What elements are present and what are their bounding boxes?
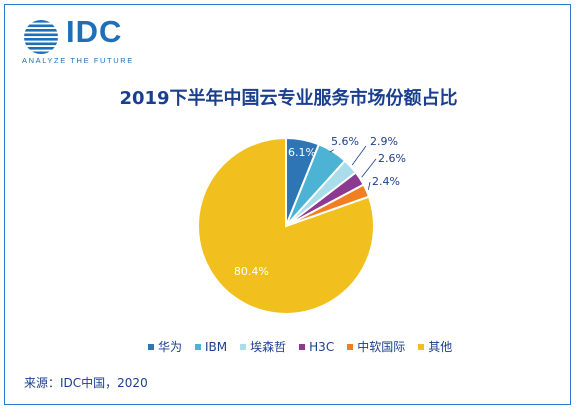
- legend-label: IBM: [205, 339, 228, 354]
- idc-globe-icon: [24, 20, 58, 54]
- legend-item-ibm: IBM: [195, 338, 227, 355]
- legend-swatch: [195, 343, 202, 350]
- legend-label: 华为: [158, 340, 183, 354]
- source-note: 来源：IDC中国，2020: [24, 376, 148, 390]
- legend-item-huawei: 华为: [148, 338, 182, 355]
- slice-label-2: 2.9%: [370, 135, 398, 148]
- pie-slice-5: [197, 136, 375, 315]
- chart-legend: 华为 IBM 埃森哲 H3C 中软国际 其他: [148, 338, 452, 355]
- slice-label-0: 6.1%: [288, 146, 316, 159]
- legend-label: 中软国际: [357, 340, 406, 354]
- slice-label-1: 5.6%: [331, 135, 359, 148]
- slice-label-4: 2.4%: [372, 175, 400, 188]
- legend-swatch: [240, 343, 247, 350]
- legend-item-h3c: H3C: [299, 338, 334, 355]
- leader-line-4: [367, 181, 371, 190]
- slice-label-5: 80.4%: [234, 265, 269, 278]
- legend-swatch: [299, 343, 306, 350]
- legend-swatch: [148, 343, 154, 350]
- legend-item-others: 其他: [418, 338, 452, 355]
- leader-line-1: [329, 149, 334, 153]
- idc-logo-tagline: ANALYZE THE FUTURE: [22, 56, 134, 65]
- leader-line-3: [361, 158, 377, 178]
- legend-label: 其他: [428, 340, 453, 354]
- legend-swatch: [347, 343, 354, 350]
- legend-item-chinasoft: 中软国际: [347, 338, 405, 355]
- leader-line-2: [351, 145, 367, 166]
- chart-title: 2019下半年中国云专业服务市场份额占比: [119, 88, 458, 109]
- legend-swatch: [418, 343, 425, 350]
- legend-item-accenture: 埃森哲: [240, 338, 286, 355]
- idc-logo-text: IDC: [66, 14, 123, 49]
- legend-label: H3C: [309, 339, 335, 354]
- slice-label-3: 2.6%: [378, 152, 406, 165]
- legend-label: 埃森哲: [250, 340, 287, 354]
